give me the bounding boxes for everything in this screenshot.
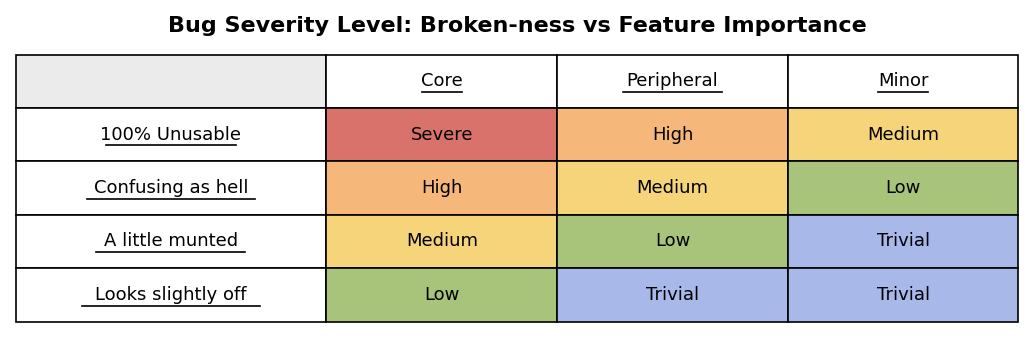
Text: Trivial: Trivial xyxy=(646,286,699,304)
Bar xyxy=(557,55,788,108)
Text: 100% Unusable: 100% Unusable xyxy=(100,126,242,144)
Text: Trivial: Trivial xyxy=(877,232,930,251)
Text: Low: Low xyxy=(424,286,459,304)
Bar xyxy=(557,161,788,215)
Bar xyxy=(327,268,557,321)
Bar xyxy=(327,161,557,215)
Text: Looks slightly off: Looks slightly off xyxy=(95,286,247,304)
Text: Confusing as hell: Confusing as hell xyxy=(94,179,248,197)
Bar xyxy=(557,108,788,161)
Bar xyxy=(327,215,557,268)
Text: Trivial: Trivial xyxy=(877,286,930,304)
Text: Core: Core xyxy=(421,72,462,90)
Text: High: High xyxy=(651,126,693,144)
Bar xyxy=(788,161,1018,215)
Text: A little munted: A little munted xyxy=(103,232,238,251)
Bar xyxy=(16,55,327,108)
Bar xyxy=(327,55,557,108)
Text: Peripheral: Peripheral xyxy=(627,72,719,90)
Bar xyxy=(788,268,1018,321)
Bar xyxy=(788,215,1018,268)
Text: Minor: Minor xyxy=(878,72,929,90)
Text: Low: Low xyxy=(885,179,921,197)
Bar xyxy=(16,108,327,161)
Bar xyxy=(557,215,788,268)
Bar xyxy=(557,268,788,321)
Bar xyxy=(16,215,327,268)
Text: Low: Low xyxy=(655,232,690,251)
Text: Medium: Medium xyxy=(405,232,478,251)
Bar xyxy=(788,108,1018,161)
Bar xyxy=(788,55,1018,108)
Text: Medium: Medium xyxy=(637,179,708,197)
Text: High: High xyxy=(421,179,462,197)
Text: Bug Severity Level: Broken-ness vs Feature Importance: Bug Severity Level: Broken-ness vs Featu… xyxy=(168,16,866,36)
Text: Severe: Severe xyxy=(410,126,473,144)
Bar xyxy=(16,268,327,321)
Bar xyxy=(16,161,327,215)
Text: Medium: Medium xyxy=(868,126,939,144)
Bar xyxy=(327,108,557,161)
